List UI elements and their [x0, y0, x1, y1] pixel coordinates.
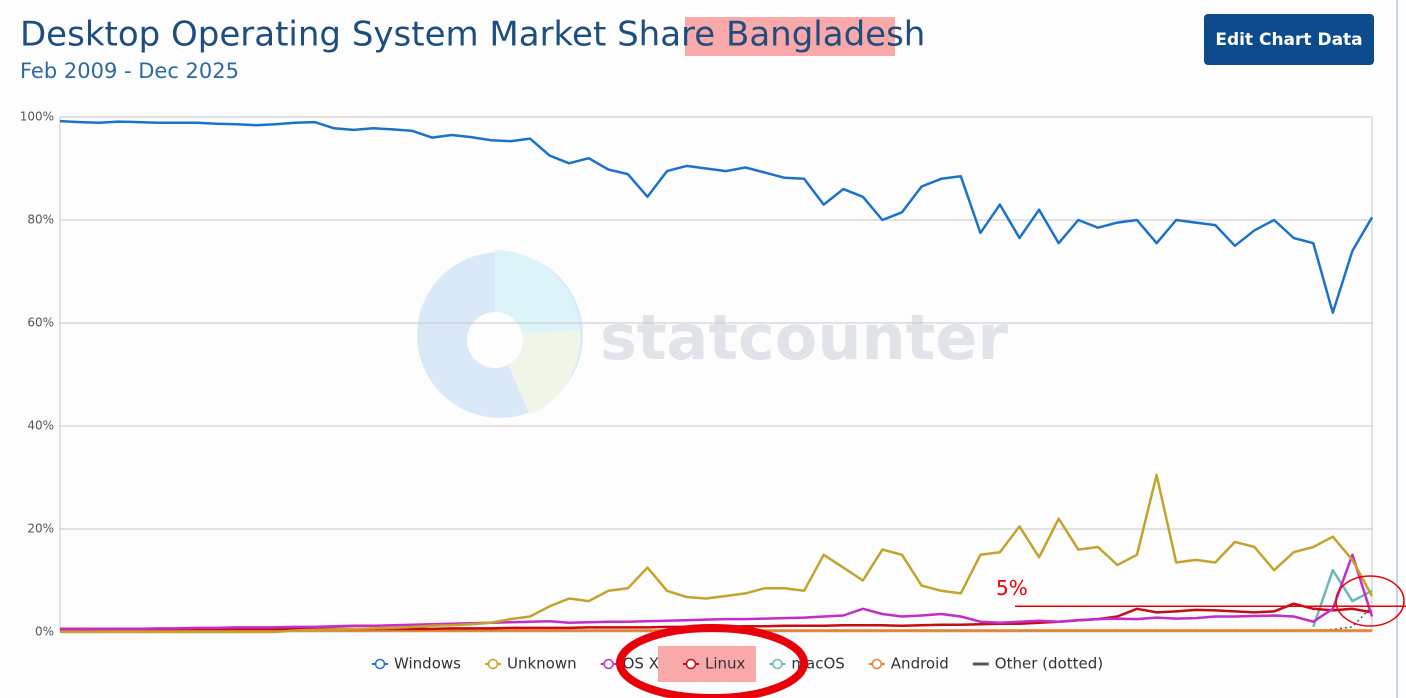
- y-tick-label: 0%: [35, 625, 54, 639]
- annotation-text: 5%: [996, 576, 1028, 600]
- highlight: [685, 17, 895, 56]
- button-label[interactable]: Edit Chart Data: [1215, 30, 1362, 50]
- watermark-text: statcounter: [600, 301, 1008, 374]
- highlight: [658, 646, 756, 682]
- series-line: [60, 473, 1374, 634]
- series-line: [59, 119, 1374, 314]
- legend-swatch: [871, 658, 883, 670]
- circle-highlight: [1335, 575, 1405, 627]
- legend-swatch: [487, 658, 499, 670]
- y-tick-label: 60%: [27, 316, 54, 330]
- legend-label: Windows: [394, 655, 461, 673]
- watermark: statcounter: [417, 249, 1008, 418]
- legend-label: Linux: [705, 655, 746, 673]
- chart-subtitle: Feb 2009 - Dec 2025: [20, 59, 239, 83]
- legend: Windows Unknown OS X Linux macOS Android Other…: [372, 655, 1103, 673]
- button-bg[interactable]: [1204, 14, 1374, 65]
- legend-label: Unknown: [507, 655, 577, 673]
- y-tick-label: 40%: [27, 419, 54, 433]
- circle-highlight: [616, 624, 808, 698]
- legend-swatch: [603, 658, 614, 670]
- y-tick-label: 20%: [27, 522, 54, 536]
- plot: 0% 20% 40% 60% 80% 100% 5%: [20, 110, 1406, 639]
- y-tick-label: 80%: [27, 213, 54, 227]
- legend-swatch: [685, 658, 697, 670]
- legend-swatch: [374, 658, 386, 670]
- chart-title: Desktop Operating System Market Share Ba…: [20, 15, 925, 55]
- series-line: [60, 553, 1374, 631]
- watermark-logo: [467, 312, 523, 368]
- legend-label: Other (dotted): [995, 655, 1103, 673]
- legend-label: OS X: [623, 655, 659, 673]
- legend-swatch: [772, 658, 783, 670]
- legend-label: Android: [891, 655, 949, 673]
- edit-button[interactable]: Edit Chart Data: [1204, 14, 1374, 65]
- y-tick-label: 100%: [20, 110, 54, 124]
- watermark-logo: [495, 249, 580, 335]
